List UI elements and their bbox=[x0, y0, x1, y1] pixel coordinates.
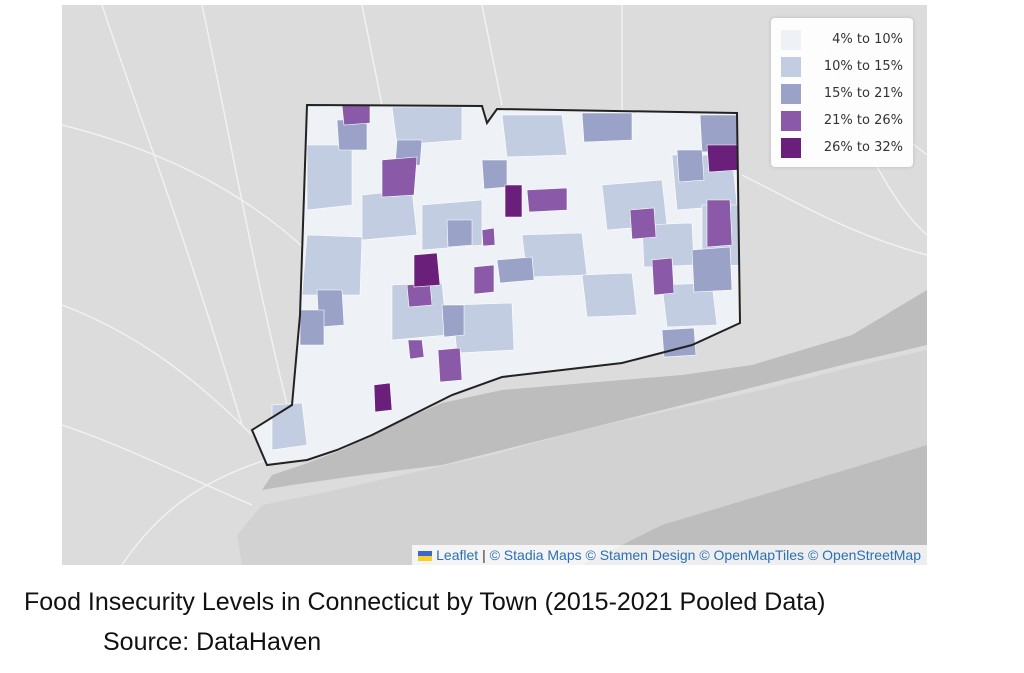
stadia-link[interactable]: © Stadia Maps bbox=[489, 547, 582, 563]
legend: 4% to 10% 10% to 15% 15% to 21% 21% to 2… bbox=[771, 18, 913, 167]
town bbox=[451, 302, 515, 354]
legend-label: 21% to 26% bbox=[823, 113, 903, 128]
town bbox=[581, 112, 633, 143]
town bbox=[526, 187, 568, 213]
town-polygons[interactable] bbox=[251, 104, 741, 466]
state-border bbox=[250, 103, 742, 467]
legend-swatch bbox=[781, 83, 801, 104]
openmaptiles-link[interactable]: © OpenMapTiles bbox=[699, 547, 805, 563]
legend-label: 15% to 21% bbox=[823, 86, 903, 101]
roads bbox=[62, 5, 927, 565]
town bbox=[481, 227, 496, 247]
legend-item: 10% to 15% bbox=[781, 53, 903, 80]
stamen-link[interactable]: © Stamen Design bbox=[585, 547, 696, 563]
town bbox=[481, 159, 508, 190]
legend-swatch bbox=[781, 29, 801, 50]
town bbox=[676, 149, 705, 183]
town bbox=[661, 327, 697, 358]
legend-item: 21% to 26% bbox=[781, 107, 903, 134]
map-attribution: Leaflet | © Stadia Maps © Stamen Design … bbox=[412, 545, 927, 565]
town bbox=[473, 264, 495, 295]
town bbox=[651, 257, 675, 296]
town bbox=[437, 347, 463, 383]
town bbox=[299, 309, 325, 346]
leaflet-link[interactable]: Leaflet bbox=[436, 547, 479, 563]
attribution-separator: | bbox=[482, 547, 486, 563]
town bbox=[706, 144, 739, 173]
town bbox=[373, 382, 393, 413]
leaflet-flag-icon bbox=[418, 551, 433, 562]
long-island-sound bbox=[262, 290, 927, 490]
town bbox=[501, 114, 568, 158]
town bbox=[691, 246, 733, 293]
ocean bbox=[582, 445, 927, 565]
town bbox=[341, 104, 371, 126]
town bbox=[413, 252, 441, 288]
legend-label: 10% to 15% bbox=[823, 59, 903, 74]
town bbox=[504, 184, 523, 218]
legend-item: 4% to 10% bbox=[781, 26, 903, 53]
town bbox=[446, 219, 473, 248]
legend-item: 15% to 21% bbox=[781, 80, 903, 107]
town bbox=[361, 189, 418, 241]
map[interactable]: 4% to 10% 10% to 15% 15% to 21% 21% to 2… bbox=[62, 5, 927, 565]
legend-swatch bbox=[781, 137, 801, 158]
legend-item: 26% to 32% bbox=[781, 134, 903, 161]
town bbox=[441, 304, 465, 338]
map-canvas[interactable] bbox=[62, 5, 927, 565]
town bbox=[629, 207, 657, 240]
legend-swatch bbox=[781, 110, 801, 131]
town bbox=[496, 256, 535, 284]
town bbox=[706, 199, 733, 248]
legend-label: 26% to 32% bbox=[823, 140, 903, 155]
legend-swatch bbox=[781, 56, 801, 77]
openstreetmap-link[interactable]: © OpenStreetMap bbox=[807, 547, 921, 563]
town bbox=[306, 144, 353, 211]
legend-label: 4% to 10% bbox=[832, 32, 903, 47]
town bbox=[271, 402, 308, 451]
caption-title: Food Insecurity Levels in Connecticut by… bbox=[24, 588, 826, 616]
caption-source: Source: DataHaven bbox=[103, 628, 322, 656]
town bbox=[381, 156, 418, 198]
town bbox=[581, 272, 638, 318]
town bbox=[301, 234, 363, 296]
town bbox=[391, 106, 463, 146]
town bbox=[407, 339, 425, 360]
